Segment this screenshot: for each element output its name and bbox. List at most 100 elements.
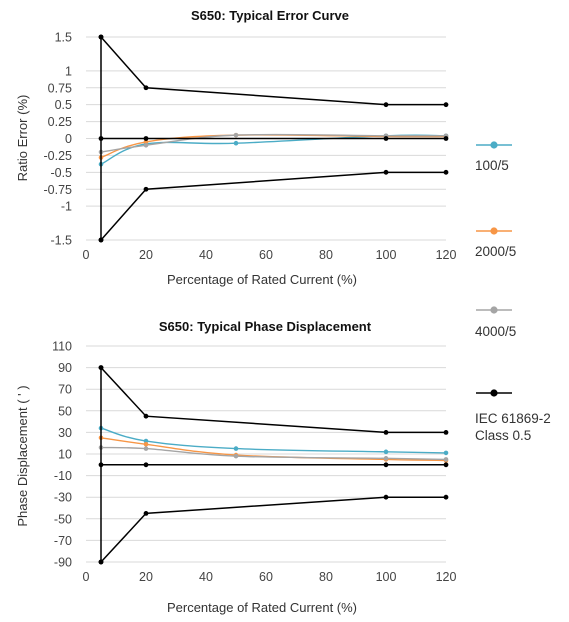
y-tick-label: -0.5	[50, 166, 72, 180]
iec-limit-point	[383, 102, 389, 108]
series-point-100/5	[383, 449, 389, 455]
series-point-4000/5	[443, 457, 449, 462]
y-tick-label: 110	[52, 340, 72, 354]
y-tick-label: 10	[58, 448, 72, 462]
series-point-4000/5	[143, 142, 149, 148]
iec-limit-line	[100, 496, 446, 563]
iec-limit-point	[98, 34, 104, 40]
x-tick-label: 60	[259, 570, 273, 584]
x-tick-label: 100	[376, 248, 397, 262]
legend-swatch-marker	[490, 227, 498, 235]
series-line-4000/5	[100, 446, 447, 461]
series-point-4000/5	[143, 446, 149, 451]
series-point-4000/5	[233, 453, 239, 459]
x-axis-label: Percentage of Rated Current (%)	[167, 272, 357, 287]
legend-entry-iec: IEC 61869-2 Class 0.5	[475, 389, 551, 443]
x-axis-label: Percentage of Rated Current (%)	[167, 600, 357, 615]
iec-limit-line	[100, 171, 446, 241]
iec-limit-point	[98, 237, 104, 243]
iec-limit-point	[98, 559, 104, 565]
x-tick-label: 120	[436, 248, 457, 262]
y-tick-label: -0.25	[44, 149, 73, 163]
iec-limit-point	[383, 494, 389, 500]
x-tick-label: 0	[83, 248, 90, 262]
iec-limit-point	[383, 430, 389, 435]
series-line-2000/5	[100, 437, 447, 462]
iec-limit-point	[383, 169, 389, 175]
y-tick-label: 1	[65, 64, 72, 78]
y-tick-label: 30	[58, 426, 72, 440]
x-tick-label: 80	[319, 570, 333, 584]
y-tick-label: -50	[54, 512, 72, 526]
legend-entry-100-5: 100/5	[475, 141, 512, 173]
iec-limit-point	[98, 365, 104, 370]
series-point-2000/5	[143, 139, 149, 145]
legend-label: 100/5	[475, 158, 509, 173]
x-tick-label: 20	[139, 570, 153, 584]
iec-limit-line	[100, 36, 446, 106]
iec-limit-point	[443, 136, 449, 141]
legend-label: 2000/5	[475, 244, 516, 259]
iec-limit-point	[143, 85, 149, 91]
legend-entry-2000-5: 2000/5	[475, 227, 516, 259]
y-tick-label: 0.5	[55, 98, 72, 112]
chart-title: S650: Typical Error Curve	[191, 8, 349, 23]
y-tick-label: -30	[54, 491, 72, 505]
iec-limit-point	[143, 511, 149, 516]
y-tick-label: -0.75	[44, 183, 73, 197]
iec-limit-point	[443, 462, 449, 468]
legend-swatch-marker	[490, 306, 498, 314]
iec-limit-point	[143, 413, 149, 419]
chart-title: S650: Typical Phase Displacement	[159, 319, 372, 334]
series-line-4000/5	[100, 133, 447, 153]
y-tick-label: 0	[65, 132, 72, 146]
iec-limit-point	[143, 186, 149, 192]
y-tick-label: 70	[58, 383, 72, 397]
x-tick-label: 100	[376, 570, 397, 584]
y-tick-label: -10	[54, 469, 72, 483]
iec-limit-point	[443, 430, 449, 435]
iec-limit-point	[143, 136, 149, 141]
legend-label: 4000/5	[475, 324, 516, 339]
x-tick-label: 20	[139, 248, 153, 262]
y-tick-label: -90	[54, 556, 72, 570]
x-tick-label: 0	[83, 570, 90, 584]
iec-limit-point	[383, 136, 389, 141]
error-curve-chart: S650: Typical Error Curve 1.5 1 0.75 0.5 0.2…	[15, 8, 456, 287]
legend: 100/5 2000/5 4000/5 IEC 61869-2 Class 0.…	[475, 141, 551, 443]
y-tick-label: -1.5	[50, 234, 72, 248]
y-tick-label: 50	[58, 404, 72, 418]
y-tick-label: 0.75	[48, 81, 72, 95]
x-tick-label: 40	[199, 248, 213, 262]
legend-swatch-marker	[490, 389, 498, 397]
x-tick-label: 120	[436, 570, 457, 584]
x-tick-label: 80	[319, 248, 333, 262]
iec-limit-point	[143, 462, 149, 468]
iec-limit-point	[443, 102, 449, 108]
series-point-2000/5	[143, 441, 149, 447]
legend-label: IEC 61869-2	[475, 411, 551, 426]
y-tick-label: 90	[58, 361, 72, 375]
legend-swatch-marker	[490, 141, 498, 149]
iec-limit-point	[443, 494, 449, 500]
series-point-100/5	[443, 450, 449, 456]
phase-displacement-chart: S650: Typical Phase Displacement 110 90 70…	[15, 319, 456, 615]
x-tick-label: 40	[199, 570, 213, 584]
series-point-100/5	[143, 438, 149, 444]
legend-label-line2: Class 0.5	[475, 428, 531, 443]
series-point-100/5	[233, 140, 239, 146]
x-tick-label: 60	[259, 248, 273, 262]
y-axis-label: Ratio Error (%)	[15, 95, 30, 182]
series-point-4000/5	[383, 456, 389, 461]
iec-limit-point	[383, 462, 389, 468]
series-point-100/5	[233, 446, 239, 451]
y-tick-label: -1	[61, 200, 72, 214]
y-tick-label: 0.25	[48, 115, 72, 129]
y-tick-label: 1.5	[55, 31, 72, 45]
y-tick-label: -70	[54, 534, 72, 548]
iec-limit-line	[100, 367, 446, 434]
iec-limit-point	[443, 169, 449, 175]
series-line-100/5	[100, 134, 447, 165]
series-point-4000/5	[233, 132, 239, 138]
